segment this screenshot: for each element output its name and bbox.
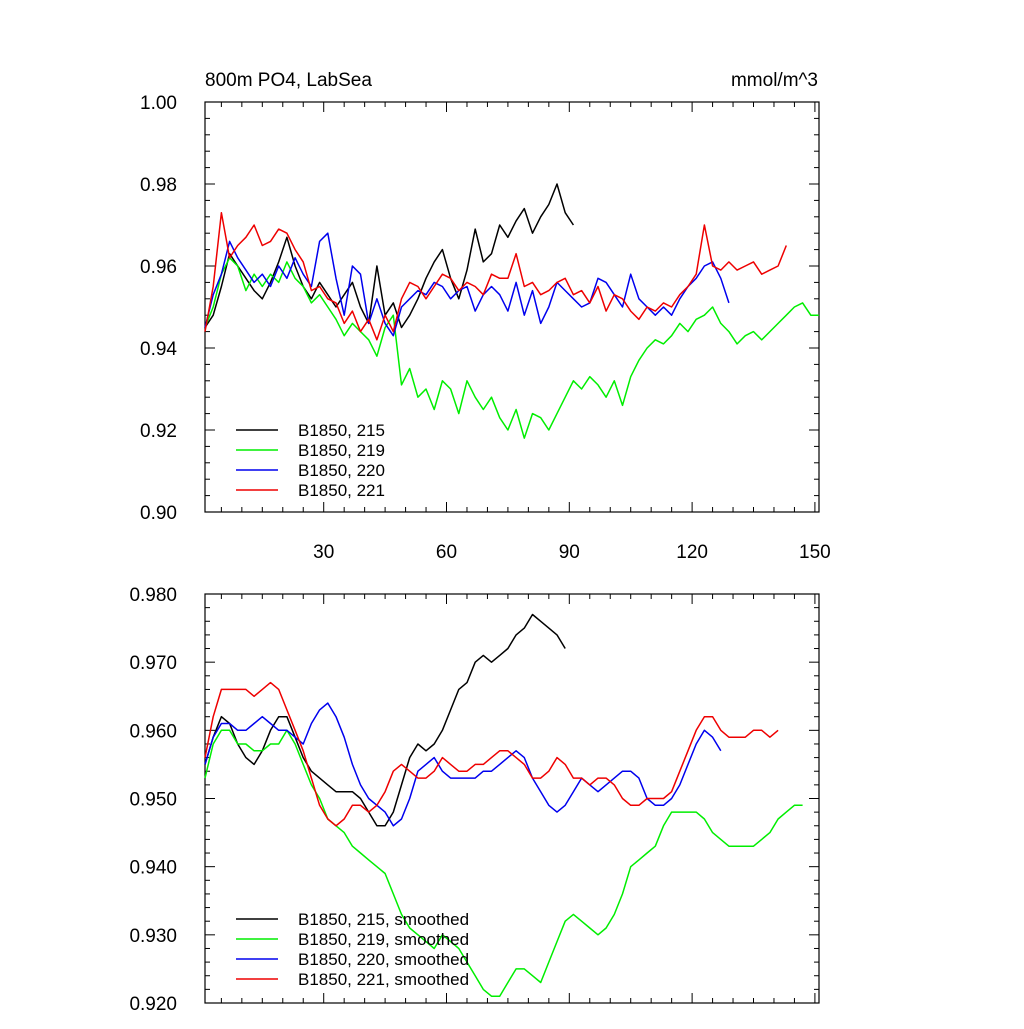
series-line-b1850-215 — [204, 183, 575, 329]
y-tick-label: 0.96 — [140, 257, 177, 278]
panel-title: 800m PO4, LabSea — [205, 70, 372, 91]
bottom-panel: 0.920 0.930 0.940 0.950 0.960 0.970 0.980 B1850… — [129, 585, 820, 1015]
y-tick-label: 0.930 — [129, 926, 177, 947]
series-line-b1850-221-smoothed — [204, 681, 779, 827]
y-tick-label: 0.970 — [129, 653, 177, 674]
y-tick-label: 0.94 — [140, 339, 177, 360]
series-line-b1850-220-smoothed — [204, 702, 722, 827]
x-tick-label: 60 — [436, 542, 457, 563]
x-tick-label: 90 — [559, 542, 580, 563]
x-tick-label: 30 — [313, 542, 334, 563]
legend-label: B1850, 219, smoothed — [298, 930, 469, 949]
y-tick-label: 0.920 — [129, 994, 177, 1015]
y-tick-label: 0.940 — [129, 858, 177, 879]
series-line-b1850-219 — [204, 257, 819, 439]
x-tick-label: 150 — [799, 542, 831, 563]
y-tick-label: 0.98 — [140, 175, 177, 196]
top-panel: 800m PO4, LabSea mmol/m^3 30 60 90 120 150 0.… — [140, 70, 831, 563]
y-tick-label: 1.00 — [140, 93, 177, 114]
plot-frame — [204, 101, 820, 513]
legend-label: B1850, 221 — [298, 481, 385, 500]
legend-label: B1850, 221, smoothed — [298, 970, 469, 989]
series-line-b1850-220 — [204, 232, 730, 337]
series-line-b1850-221 — [204, 211, 787, 341]
series-line-b1850-219-smoothed — [204, 729, 803, 997]
y-tick-label: 0.950 — [129, 790, 177, 811]
legend-label: B1850, 215, smoothed — [298, 910, 469, 929]
x-tick-label: 120 — [676, 542, 708, 563]
y-tick-label: 0.980 — [129, 585, 177, 606]
y-tick-label: 0.90 — [140, 503, 177, 524]
legend-label: B1850, 220, smoothed — [298, 950, 469, 969]
legend-label: B1850, 215 — [298, 421, 385, 440]
legend-label: B1850, 220 — [298, 461, 385, 480]
y-tick-label: 0.92 — [140, 421, 177, 442]
y-tick-label: 0.960 — [129, 721, 177, 742]
series-line-b1850-215-smoothed — [204, 613, 566, 827]
legend-label: B1850, 219 — [298, 441, 385, 460]
units-label: mmol/m^3 — [731, 70, 818, 91]
